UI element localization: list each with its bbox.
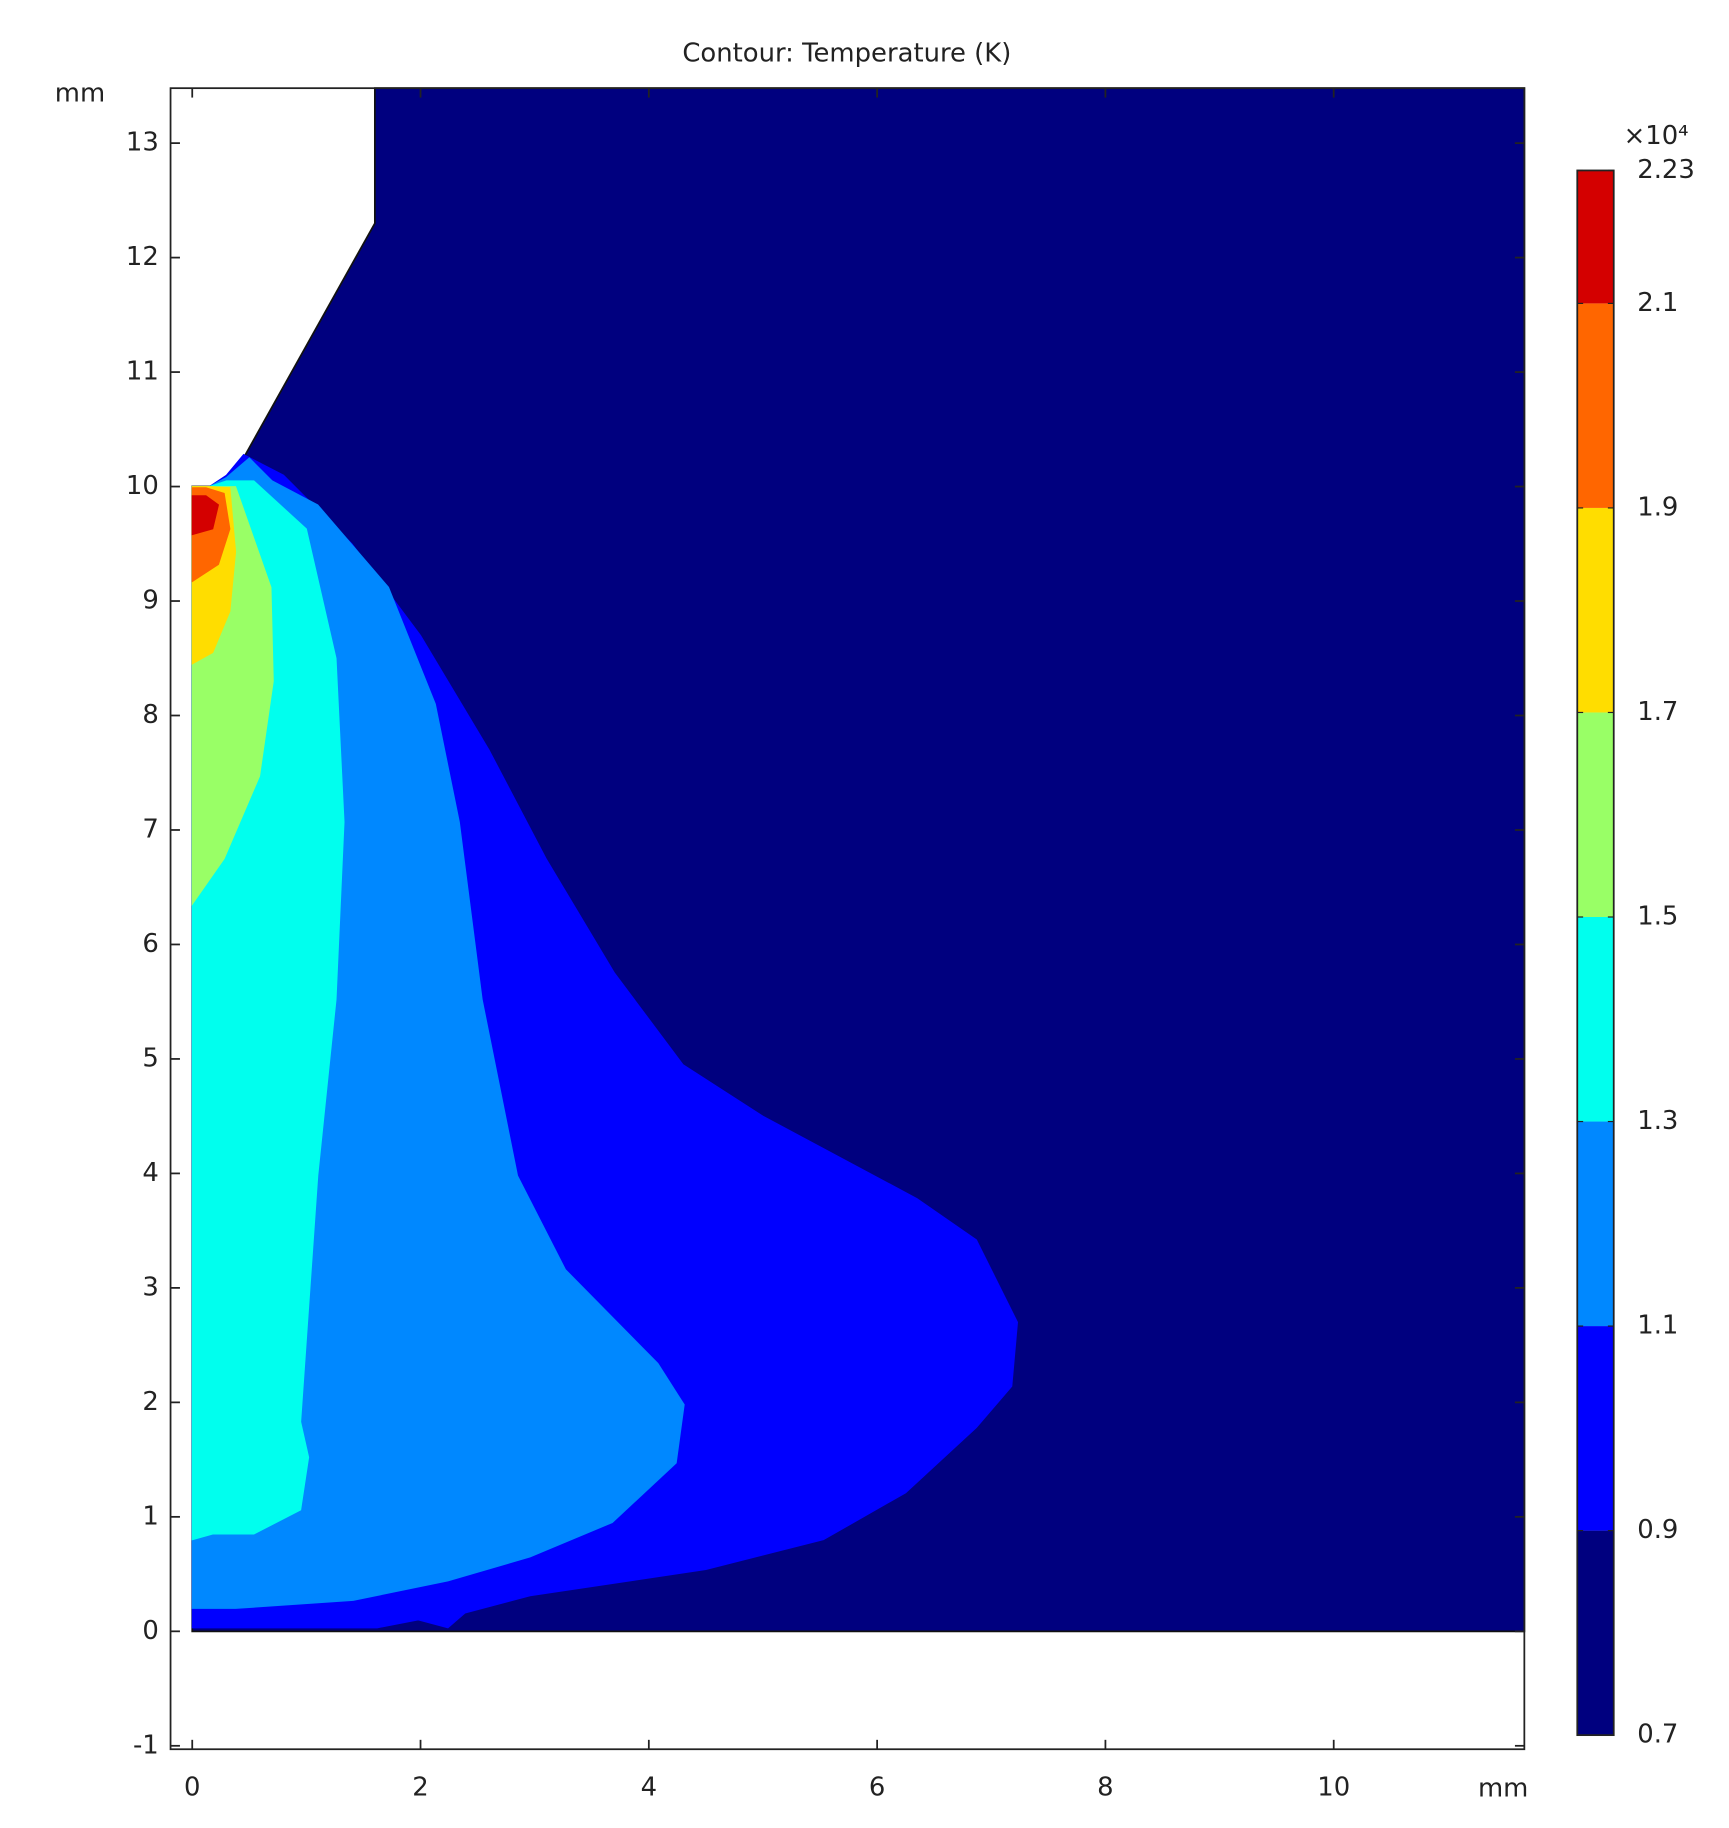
y-tick-label: 9 bbox=[142, 586, 158, 616]
y-tick-label: 11 bbox=[126, 357, 159, 387]
colorbar-band bbox=[1577, 917, 1614, 1122]
y-tick-label: 13 bbox=[126, 128, 159, 158]
colorbar-band bbox=[1577, 507, 1614, 713]
chart-title: Contour: Temperature (K) bbox=[682, 39, 1011, 69]
plot-frame bbox=[169, 87, 1526, 1751]
colorbar-band bbox=[1577, 1530, 1614, 1736]
y-axis-label: mm bbox=[55, 79, 105, 109]
colorbar-tick-label: 1.7 bbox=[1637, 697, 1678, 727]
y-tick-label: 3 bbox=[142, 1272, 158, 1302]
y-tick-label: 5 bbox=[142, 1043, 158, 1073]
y-tick-label: 6 bbox=[142, 929, 158, 959]
colorbar-tick-label: 2.1 bbox=[1637, 288, 1678, 318]
colorbar-band bbox=[1577, 303, 1614, 508]
y-tick-label: 4 bbox=[142, 1158, 158, 1188]
colorbar-band bbox=[1577, 1326, 1614, 1531]
x-tick-label: 6 bbox=[869, 1773, 885, 1803]
colorbar-tick-label: 0.7 bbox=[1637, 1720, 1678, 1750]
y-tick-label: 12 bbox=[126, 242, 159, 272]
y-tick-label: 0 bbox=[142, 1616, 158, 1646]
colorbar-tick-label: 1.5 bbox=[1637, 902, 1678, 932]
colorbar-multiplier: ×10⁴ bbox=[1624, 121, 1689, 151]
colorbar-tick-label: 1.9 bbox=[1637, 492, 1678, 522]
colorbar-band bbox=[1577, 1121, 1614, 1327]
x-tick-label: 10 bbox=[1317, 1773, 1350, 1803]
y-tick-label: 8 bbox=[142, 700, 158, 730]
colorbar-tick-label: 2.23 bbox=[1637, 155, 1695, 185]
y-tick-label: -1 bbox=[133, 1730, 159, 1760]
colorbar-tick-label: 1.1 bbox=[1637, 1311, 1678, 1341]
x-tick-label: 4 bbox=[641, 1773, 657, 1803]
colorbar-tick-label: 1.3 bbox=[1637, 1106, 1678, 1136]
contour-region bbox=[191, 495, 220, 536]
colorbar-band bbox=[1577, 712, 1614, 918]
y-tick-label: 1 bbox=[142, 1501, 158, 1531]
y-tick-label: 7 bbox=[142, 814, 158, 844]
x-axis-label: mm bbox=[1478, 1774, 1528, 1804]
colorbar-band bbox=[1577, 170, 1614, 304]
x-tick-label: 2 bbox=[412, 1773, 428, 1803]
colorbar-frame bbox=[1576, 169, 1615, 1737]
x-tick-label: 8 bbox=[1097, 1773, 1113, 1803]
x-tick-label: 0 bbox=[184, 1773, 200, 1803]
y-tick-label: 10 bbox=[126, 471, 159, 501]
y-tick-label: 2 bbox=[142, 1387, 158, 1417]
colorbar-tick-label: 0.9 bbox=[1637, 1515, 1678, 1545]
